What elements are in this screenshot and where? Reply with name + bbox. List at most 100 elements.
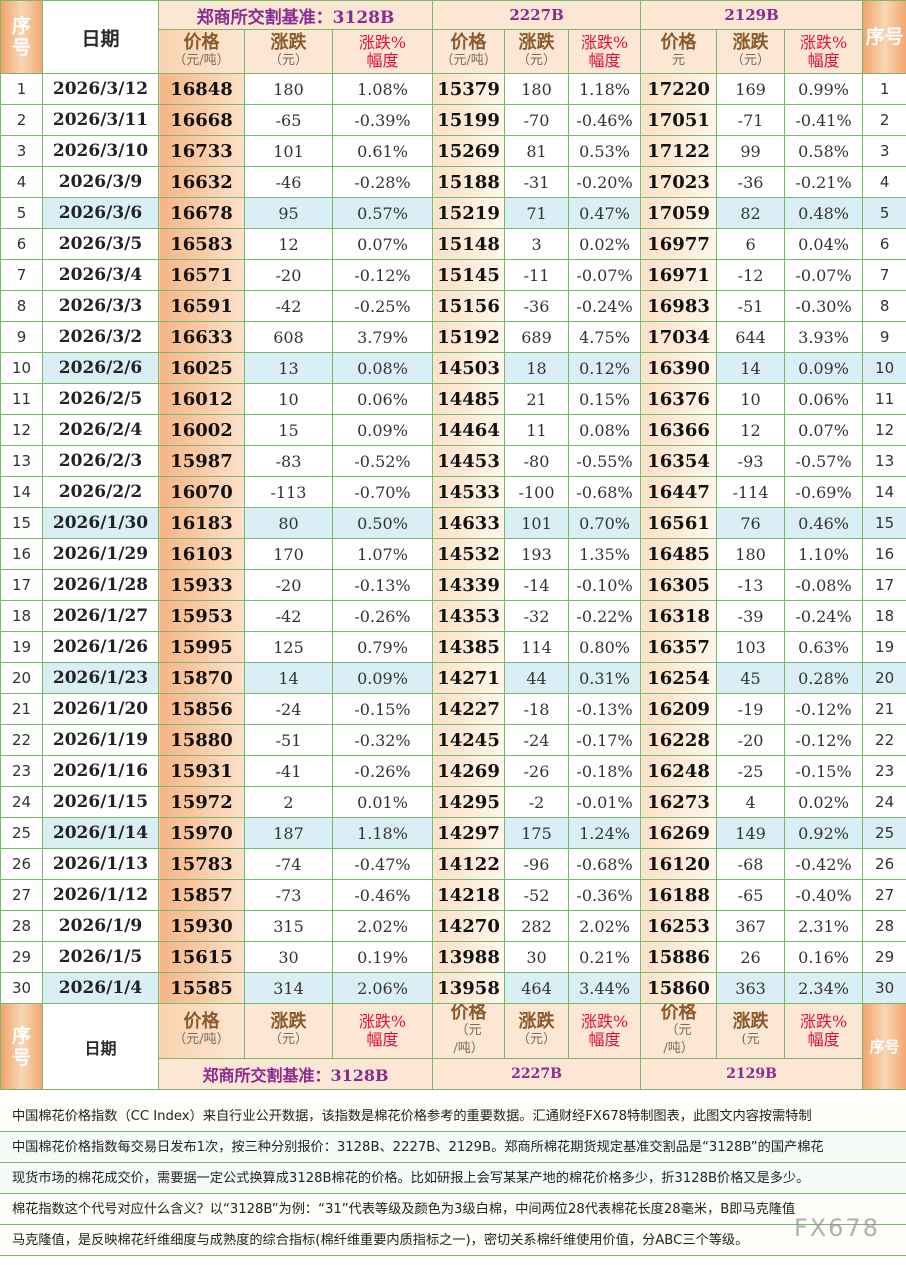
price-3128b: 16583 (158, 228, 245, 260)
price-2227b: 14633 (432, 507, 506, 539)
pct-3128b: 0.09% (331, 414, 434, 446)
price-2227b: 14453 (432, 445, 506, 477)
row-seq-right: 24 (862, 786, 906, 818)
price-3128b: 16025 (158, 352, 245, 384)
pct-2129b: -0.24% (784, 600, 864, 632)
row-date: 2026/3/5 (42, 228, 159, 260)
change-2227b: 689 (504, 321, 570, 353)
pct-3128b: -0.39% (331, 104, 434, 136)
row-seq-right: 16 (862, 538, 906, 570)
change-2129b: -36 (716, 166, 786, 198)
pct-2227b: 0.80% (568, 631, 642, 663)
pct-3128b: 0.08% (331, 352, 434, 384)
pct-3128b: -0.70% (331, 476, 434, 508)
pct-2129b: 0.28% (784, 662, 864, 694)
pct-2227b: -0.22% (568, 600, 642, 632)
pct-3128b: 0.09% (331, 662, 434, 694)
pct-3128b: -0.46% (331, 879, 434, 911)
row-seq-right: 11 (862, 383, 906, 415)
change-2129b: -12 (716, 259, 786, 291)
change-2227b: 180 (504, 73, 570, 105)
change-footer-2227b: 涨跌 （元） (504, 1003, 570, 1059)
pct-2129b: 1.10% (784, 538, 864, 570)
pct-2227b: -0.17% (568, 724, 642, 756)
pct-3128b: 1.08% (331, 73, 434, 105)
table-row: 24 2026/1/15 15972 2 0.01% 14295 -2 -0.01% 16273… (0, 786, 906, 818)
change-2227b: 3 (504, 228, 570, 260)
pct-2129b: 0.07% (784, 414, 864, 446)
price-2227b: 14533 (432, 476, 506, 508)
change-3128b: 315 (244, 910, 333, 942)
price-2227b: 15199 (432, 104, 506, 136)
row-seq: 12 (0, 414, 43, 446)
row-date: 2026/1/19 (42, 724, 159, 756)
row-seq-right: 22 (862, 724, 906, 756)
pct-2227b: 0.08% (568, 414, 642, 446)
table-row: 18 2026/1/27 15953 -42 -0.26% 14353 -32 -0.22% 1… (0, 600, 906, 632)
change-2129b: 180 (716, 538, 786, 570)
price-3128b: 15933 (158, 569, 245, 601)
price-header-3128b: 价格 （元/吨） (158, 29, 245, 74)
row-seq-right: 18 (862, 600, 906, 632)
price-3128b: 16183 (158, 507, 245, 539)
pct-2129b: -0.21% (784, 166, 864, 198)
price-2129b: 16318 (640, 600, 718, 632)
pct-2227b: 1.18% (568, 73, 642, 105)
pct-2129b: -0.41% (784, 104, 864, 136)
change-3128b: -20 (244, 259, 333, 291)
pct-2129b: 0.92% (784, 817, 864, 849)
change-3128b: -51 (244, 724, 333, 756)
change-3128b: 314 (244, 972, 333, 1004)
pct-3128b: 0.50% (331, 507, 434, 539)
change-3128b: -83 (244, 445, 333, 477)
row-seq: 19 (0, 631, 43, 663)
group-footer-2227b: 2227B (432, 1058, 642, 1090)
row-seq-right: 28 (862, 910, 906, 942)
row-date: 2026/1/30 (42, 507, 159, 539)
price-2227b: 14297 (432, 817, 506, 849)
price-2227b: 15148 (432, 228, 506, 260)
price-2227b: 14122 (432, 848, 506, 880)
pct-header-2227b: 涨跌% 幅度 (568, 29, 642, 74)
change-2129b: -93 (716, 445, 786, 477)
pct-2227b: 0.70% (568, 507, 642, 539)
note-line: 棉花指数这个代号对应什么含义？以“3128B”为例：“31”代表等级及颜色为3级… (0, 1194, 906, 1225)
price-3128b: 15931 (158, 755, 245, 787)
row-date: 2026/3/10 (42, 135, 159, 167)
change-3128b: 125 (244, 631, 333, 663)
change-3128b: -24 (244, 693, 333, 725)
pct-2129b: 0.16% (784, 941, 864, 973)
change-3128b: 12 (244, 228, 333, 260)
pct-2227b: -0.13% (568, 693, 642, 725)
price-2129b: 16188 (640, 879, 718, 911)
change-2129b: -51 (716, 290, 786, 322)
change-2129b: 26 (716, 941, 786, 973)
row-seq-right: 13 (862, 445, 906, 477)
price-3128b: 16733 (158, 135, 245, 167)
price-3128b: 16103 (158, 538, 245, 570)
pct-2129b: 0.48% (784, 197, 864, 229)
row-seq-right: 27 (862, 879, 906, 911)
price-2129b: 17051 (640, 104, 718, 136)
row-date: 2026/3/6 (42, 197, 159, 229)
change-2129b: -39 (716, 600, 786, 632)
pct-2129b: -0.69% (784, 476, 864, 508)
price-3128b: 15870 (158, 662, 245, 694)
pct-2227b: 0.53% (568, 135, 642, 167)
change-3128b: 187 (244, 817, 333, 849)
price-3128b: 16633 (158, 321, 245, 353)
pct-3128b: 2.02% (331, 910, 434, 942)
pct-2129b: 2.34% (784, 972, 864, 1004)
table-row: 11 2026/2/5 16012 10 0.06% 14485 21 0.15% 16376 1… (0, 383, 906, 415)
price-2129b: 17122 (640, 135, 718, 167)
row-seq-right: 21 (862, 693, 906, 725)
pct-2129b: 0.63% (784, 631, 864, 663)
table-row: 29 2026/1/5 15615 30 0.19% 13988 30 0.21% 15886 2… (0, 941, 906, 973)
group-header-2129b: 2129B (640, 0, 864, 30)
row-seq: 8 (0, 290, 43, 322)
price-3128b: 16668 (158, 104, 245, 136)
row-seq: 18 (0, 600, 43, 632)
watermark-logo: FX678 (793, 1214, 880, 1242)
pct-3128b: -0.32% (331, 724, 434, 756)
price-2129b: 15860 (640, 972, 718, 1004)
